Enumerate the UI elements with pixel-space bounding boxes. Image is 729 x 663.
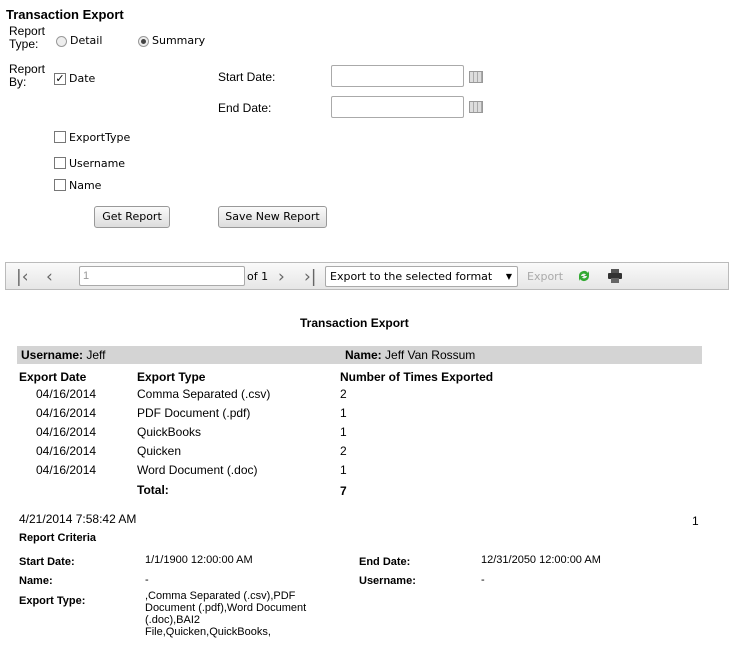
column-header: Export Date — [19, 370, 87, 384]
table-cell: QuickBooks — [137, 425, 202, 439]
username-label: Username: — [21, 348, 84, 362]
criteria-start-date-label: Start Date: — [19, 556, 75, 568]
table-cell: 1 — [340, 463, 347, 477]
criteria-title: Report Criteria — [19, 532, 97, 544]
start-date-label: Start Date: — [218, 70, 276, 84]
criteria-line: ,Comma Separated (.csv),PDF — [145, 590, 296, 602]
table-cell: 2 — [340, 387, 347, 401]
table-cell: 04/16/2014 — [36, 444, 97, 458]
criteria-name-label: Name: — [19, 575, 53, 587]
form-title: Transaction Export — [6, 7, 124, 22]
total-label: Total: — [137, 483, 169, 497]
table-cell: PDF Document (.pdf) — [137, 406, 251, 420]
checkbox-exporttype-label: ExportType — [69, 131, 131, 144]
print-icon[interactable] — [608, 269, 622, 283]
criteria-export-type: ,Comma Separated (.csv),PDF Document (.p… — [145, 590, 306, 638]
start-date-input[interactable] — [331, 65, 464, 87]
group-header — [17, 346, 702, 364]
username-value: Jeff — [86, 348, 106, 362]
table-cell: 04/16/2014 — [36, 463, 97, 477]
criteria-start-date: 1/1/1900 12:00:00 AM — [145, 554, 253, 566]
report-timestamp: 4/21/2014 7:58:42 AM — [19, 512, 137, 526]
checkbox-exporttype[interactable] — [54, 131, 66, 143]
table-cell: 1 — [340, 406, 347, 420]
end-date-input[interactable] — [331, 96, 464, 118]
report-title: Transaction Export — [300, 316, 409, 330]
page-count: of 1 — [247, 270, 269, 283]
checkbox-date-label: Date — [69, 72, 96, 85]
radio-summary-label: Summary — [152, 34, 206, 47]
criteria-line: (.doc),BAI2 — [145, 614, 201, 626]
calendar-icon[interactable] — [469, 71, 483, 83]
prev-page-icon[interactable]: ‹ — [46, 267, 53, 287]
criteria-username: - — [481, 574, 485, 586]
export-format-value: Export to the selected format — [330, 270, 493, 283]
report-toolbar: |‹ ‹ of 1 › ›| Export to the selected fo… — [5, 262, 729, 290]
next-page-icon[interactable]: › — [278, 267, 285, 287]
get-report-button[interactable]: Get Report — [94, 206, 170, 228]
checkbox-date[interactable]: ✓ — [54, 73, 66, 85]
table-cell: Quicken — [137, 444, 182, 458]
name-label: Name: — [345, 348, 382, 362]
page-number: 1 — [692, 514, 699, 528]
radio-detail[interactable] — [56, 36, 67, 47]
criteria-line: File,Quicken,QuickBooks, — [145, 626, 271, 638]
total-value: 7 — [340, 484, 347, 498]
criteria-end-date: 12/31/2050 12:00:00 AM — [481, 554, 601, 566]
end-date-label: End Date: — [218, 101, 272, 115]
table-cell: 04/16/2014 — [36, 425, 97, 439]
table-cell: 1 — [340, 425, 347, 439]
table-cell: 2 — [340, 444, 347, 458]
radio-summary[interactable] — [138, 36, 149, 47]
checkbox-name-label: Name — [69, 179, 102, 192]
checkbox-username[interactable] — [54, 157, 66, 169]
table-cell: Word Document (.doc) — [137, 463, 258, 477]
refresh-icon[interactable] — [576, 268, 592, 284]
column-header: Export Type — [137, 370, 206, 384]
report-type-label: Report Type: — [9, 24, 46, 51]
criteria-export-type-label: Export Type: — [19, 595, 86, 607]
chevron-down-icon: ▼ — [505, 272, 512, 281]
first-page-icon[interactable]: |‹ — [16, 267, 29, 287]
criteria-end-date-label: End Date: — [359, 556, 411, 568]
name-value: Jeff Van Rossum — [385, 348, 476, 362]
report-by-label: Report By: — [9, 62, 46, 89]
last-page-icon[interactable]: ›| — [304, 267, 317, 287]
checkbox-name[interactable] — [54, 179, 66, 191]
table-cell: 04/16/2014 — [36, 387, 97, 401]
radio-detail-label: Detail — [70, 34, 103, 47]
criteria-name: - — [145, 574, 149, 586]
criteria-line: Document (.pdf),Word Document — [145, 602, 307, 614]
table-cell: Comma Separated (.csv) — [137, 387, 271, 401]
criteria-username-label: Username: — [359, 575, 416, 587]
table-cell: 04/16/2014 — [36, 406, 97, 420]
save-new-report-button[interactable]: Save New Report — [218, 206, 327, 228]
checkbox-username-label: Username — [69, 157, 126, 170]
column-header: Number of Times Exported — [340, 370, 494, 384]
page-number-input[interactable] — [79, 266, 245, 286]
export-format-select[interactable]: Export to the selected format ▼ — [325, 266, 518, 287]
export-button[interactable]: Export — [527, 270, 564, 283]
calendar-icon[interactable] — [469, 101, 483, 113]
